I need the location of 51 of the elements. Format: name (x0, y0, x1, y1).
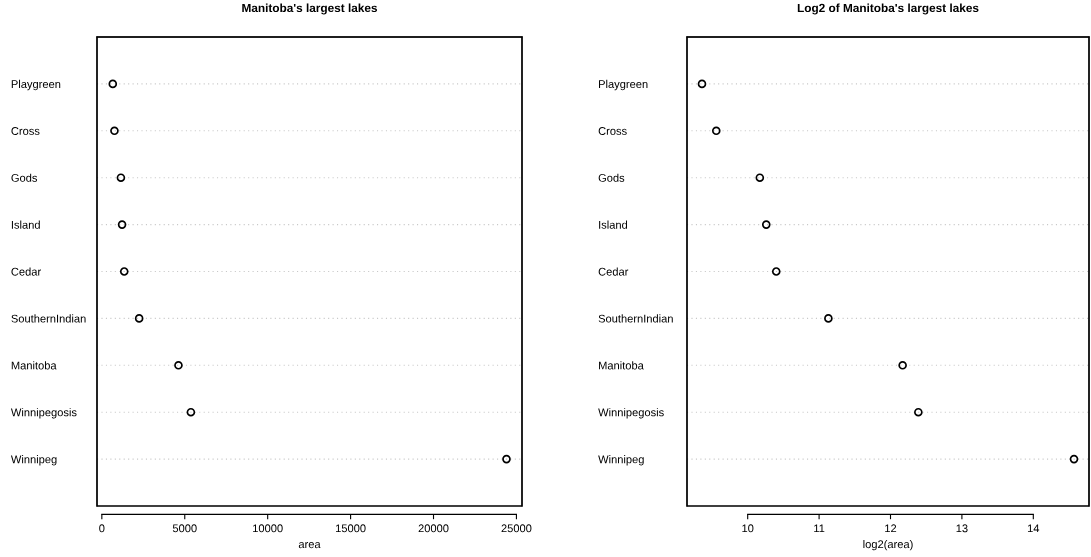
y-tick-label: Cedar (598, 267, 629, 276)
point (134, 314, 144, 323)
x-tick-label: 15000 (335, 524, 366, 533)
y-tick-label: Island (11, 220, 40, 229)
point (502, 454, 511, 464)
y-tick-label: Island (599, 220, 628, 229)
point (117, 220, 127, 229)
x-tick-label: 11 (814, 524, 825, 533)
point (110, 126, 119, 136)
x-tick-label: 14 (1027, 524, 1040, 533)
y-tick-label: Playgreen (11, 79, 61, 91)
x-axis-title: log2(area) (863, 539, 913, 551)
point (1069, 454, 1079, 464)
y-tick-label: Manitoba (11, 361, 57, 370)
y-tick-label: Cross (598, 127, 627, 135)
point (761, 220, 771, 229)
y-tick-label: Playgreen (599, 79, 648, 91)
chart-title: Log2 of Manitoba's largest lakes (797, 3, 979, 15)
x-tick-label: 5000 (172, 524, 197, 533)
y-tick-label: Winnipeg (10, 455, 57, 466)
point (711, 126, 721, 136)
y-tick-label: Winnipegosis (10, 408, 77, 419)
x-tick-label: 10000 (253, 524, 283, 533)
point (116, 173, 126, 183)
point (914, 407, 923, 417)
y-tick-label: Cedar (11, 267, 41, 276)
point (174, 360, 183, 370)
point (771, 267, 781, 276)
point (108, 79, 118, 89)
chart-title: Manitoba's largest lakes (242, 3, 378, 15)
y-tick-label: Gods (11, 173, 38, 182)
y-tick-label: Winnipegosis (598, 408, 664, 419)
point (697, 79, 707, 89)
point (186, 407, 196, 417)
point (755, 173, 765, 183)
x-axis-title: area (298, 542, 321, 549)
y-tick-label: Winnipeg (598, 455, 644, 466)
y-tick-label: Cross (11, 127, 40, 135)
y-tick-label: Manitoba (599, 361, 644, 370)
point (898, 360, 907, 370)
x-tick-label: 0 (99, 524, 105, 533)
y-tick-label: SouthernIndian (598, 314, 673, 323)
x-tick-label: 12 (885, 524, 897, 533)
x-tick-label: 25000 (501, 524, 532, 533)
point (824, 314, 833, 323)
x-tick-label: 20000 (418, 524, 449, 533)
x-tick-label: 10 (742, 524, 754, 533)
y-tick-label: Gods (598, 173, 625, 182)
point (119, 267, 129, 276)
y-tick-label: SouthernIndian (11, 314, 86, 323)
x-tick-label: 13 (956, 524, 968, 533)
